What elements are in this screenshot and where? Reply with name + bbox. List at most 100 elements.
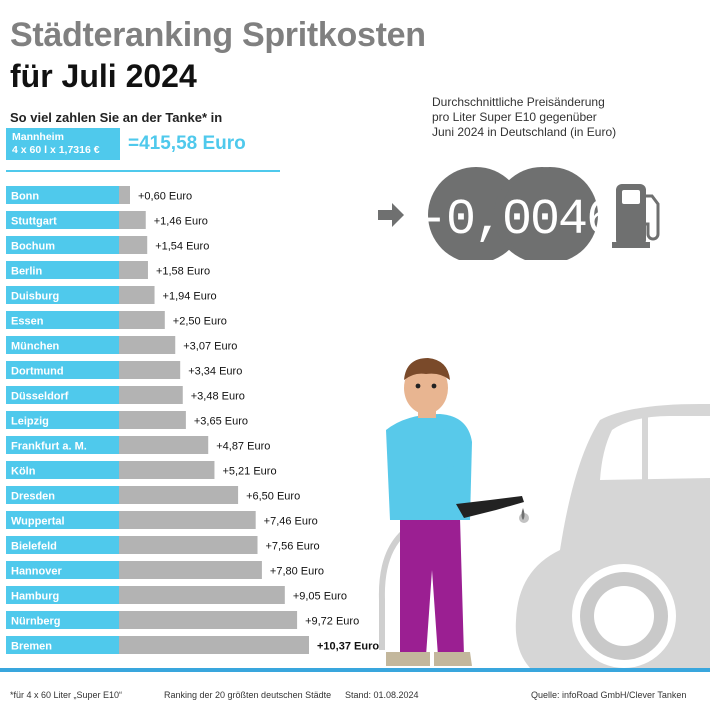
bar	[119, 386, 183, 404]
bar	[119, 561, 262, 579]
car-window-divider	[642, 416, 648, 480]
bar-value-label: +3,34 Euro	[188, 366, 242, 378]
city-label-box	[6, 486, 120, 504]
city-label-box	[6, 211, 120, 229]
city-label: Essen	[11, 316, 44, 328]
footer-source: Quelle: infoRoad GmbH/Clever Tanken	[531, 690, 687, 700]
bar-value-label: +1,46 Euro	[154, 216, 208, 228]
city-label: Nürnberg	[11, 616, 61, 628]
bar	[119, 236, 148, 254]
bar-value-label: +1,54 Euro	[155, 241, 209, 253]
person-shoes	[386, 652, 472, 666]
footer-date: Stand: 01.08.2024	[345, 690, 419, 700]
reference-formula: 4 x 60 l x 1,7316 €	[12, 144, 100, 156]
bar-value-label: +5,21 Euro	[222, 466, 276, 478]
bar	[119, 211, 146, 229]
city-label: Frankfurt a. M.	[11, 441, 87, 453]
bar	[119, 286, 155, 304]
city-label: Stuttgart	[11, 216, 57, 228]
bar	[119, 361, 181, 379]
bar	[119, 611, 298, 629]
city-label-box	[6, 261, 120, 279]
city-label-box	[6, 436, 120, 454]
price-circle-right	[502, 167, 598, 260]
footer-note: *für 4 x 60 Liter „Super E10“	[10, 690, 123, 700]
city-label: Bochum	[11, 241, 55, 253]
bar-value-label: +9,72 Euro	[305, 616, 359, 628]
bar	[119, 336, 176, 354]
city-label-box	[6, 461, 120, 479]
bar	[119, 636, 309, 654]
car-window	[600, 416, 710, 480]
bar-value-label: +10,37 Euro	[317, 641, 379, 653]
city-label: Hamburg	[11, 591, 59, 603]
bar-value-label: +9,05 Euro	[293, 591, 347, 603]
city-label-box	[6, 411, 120, 429]
city-label: Duisburg	[11, 291, 59, 303]
person-illustration	[378, 358, 525, 666]
city-label: Bonn	[11, 191, 39, 203]
bar	[119, 536, 258, 554]
city-label: Hannover	[11, 566, 62, 578]
bar-value-label: +4,87 Euro	[216, 441, 270, 453]
city-label-box	[6, 586, 120, 604]
city-label-box	[6, 361, 120, 379]
city-label: Leipzig	[11, 416, 49, 428]
person-arm	[433, 428, 470, 468]
city-label-box	[6, 186, 120, 204]
car-illustration	[515, 404, 710, 668]
bar-value-label: +7,46 Euro	[264, 516, 318, 528]
city-label: Berlin	[11, 266, 42, 278]
chart-intro: So viel zahlen Sie an der Tanke* in	[10, 110, 223, 125]
fuel-drop	[521, 508, 525, 520]
separator	[6, 170, 280, 172]
page-title: Städteranking Spritkosten	[10, 16, 426, 54]
city-label-box	[6, 311, 120, 329]
ground-line	[0, 668, 710, 672]
bar-value-label: +3,65 Euro	[194, 416, 248, 428]
bar-value-label: +1,94 Euro	[163, 291, 217, 303]
bar	[119, 411, 186, 429]
price-change-note-line-2: pro Liter Super E10 gegenüber	[432, 110, 597, 124]
bar-value-label: +6,50 Euro	[246, 491, 300, 503]
city-label-box	[6, 511, 120, 529]
person-head	[404, 362, 448, 414]
city-label-box	[6, 536, 120, 554]
bar-value-label: +3,07 Euro	[183, 341, 237, 353]
city-label-box	[6, 386, 120, 404]
city-label: Bielefeld	[11, 541, 57, 553]
city-label-box	[6, 236, 120, 254]
bar	[119, 586, 285, 604]
price-change-graphic: -0,0046	[378, 167, 660, 260]
city-label: Bremen	[11, 641, 52, 653]
city-label: Wuppertal	[11, 516, 65, 528]
price-change-note-line-3: Juni 2024 in Deutschland (in Euro)	[432, 125, 617, 139]
price-change-value: -0,0046	[418, 192, 614, 249]
bar-chart: Bonn +0,60 Euro Stuttgart +1,46 Euro Bochum +…	[6, 186, 379, 654]
price-change-note-line-1: Durchschnittliche Preisänderung	[432, 95, 605, 109]
arrow-right-icon	[378, 203, 404, 227]
city-label-box	[6, 336, 120, 354]
city-label-box	[6, 561, 120, 579]
bar	[119, 261, 148, 279]
city-label-box	[6, 286, 120, 304]
bar-value-label: +3,48 Euro	[191, 391, 245, 403]
city-label: Dresden	[11, 491, 55, 503]
fuel-nozzle	[456, 496, 524, 518]
car-wheel-rim	[594, 586, 654, 646]
city-label: Dortmund	[11, 366, 64, 378]
city-label: München	[11, 341, 60, 353]
reference-city-box: Mannheim 4 x 60 l x 1,7316 €	[6, 128, 120, 160]
city-label-box	[6, 636, 120, 654]
footer-ranking: Ranking der 20 größten deutschen Städte	[164, 690, 332, 700]
bar	[119, 486, 239, 504]
person-eye-left	[415, 383, 421, 389]
bar	[119, 311, 165, 329]
bar	[119, 186, 130, 204]
bar	[119, 461, 215, 479]
price-change-note: Durchschnittliche Preisänderung pro Lite…	[432, 95, 662, 140]
bar-value-label: +7,80 Euro	[270, 566, 324, 578]
reference-city: Mannheim	[12, 131, 64, 143]
person-hair	[404, 358, 450, 380]
reference-total: =415,58 Euro	[128, 133, 246, 154]
